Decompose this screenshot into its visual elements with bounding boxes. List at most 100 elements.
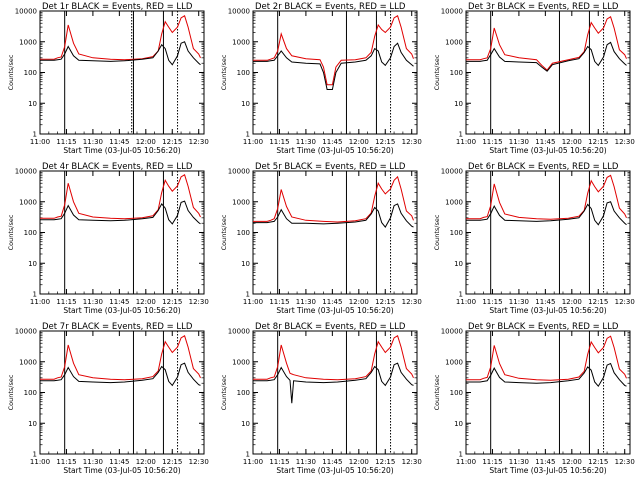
x-tick-label: 11:00 (243, 458, 263, 466)
x-tick-label: 12:15 (375, 138, 395, 146)
plot-title: Det 8r BLACK = Events, RED = LLD (255, 322, 406, 332)
y-tick-label: 100 (24, 229, 37, 237)
y-tick-label: 1 (459, 291, 463, 299)
x-tick-label: 12:30 (189, 138, 209, 146)
x-tick-label: 11:45 (109, 458, 129, 466)
x-tick-label: 11:30 (296, 458, 316, 466)
x-tick-label: 12:00 (136, 298, 156, 306)
x-tick-label: 11:30 (83, 298, 103, 306)
det-6-plot: Det 6r BLACK = Events, RED = LLD 1 10 100 10… (433, 162, 635, 315)
y-tick-label: 10000 (441, 8, 463, 16)
x-tick-label: 11:45 (535, 298, 555, 306)
x-axis-label: Start Time (03-Jul-05 10:56:20) (63, 466, 180, 475)
plot-title: Det 6r BLACK = Events, RED = LLD (468, 162, 619, 172)
series-lld (40, 174, 201, 220)
x-tick-label: 12:00 (136, 458, 156, 466)
y-tick-label: 1 (459, 451, 463, 459)
series-events (253, 203, 414, 228)
series-events (466, 362, 627, 388)
x-tick-label: 11:30 (509, 298, 529, 306)
y-tick-label: 1 (33, 291, 37, 299)
y-axis-label: Counts/sec (433, 214, 441, 250)
y-tick-label: 10000 (15, 8, 37, 16)
x-tick-label: 11:15 (269, 138, 289, 146)
y-tick-label: 10 (28, 260, 37, 268)
series-lld (253, 175, 414, 223)
series-events (466, 201, 627, 226)
x-tick-label: 12:00 (349, 138, 369, 146)
plot-title: Det 3r BLACK = Events, RED = LLD (468, 2, 619, 12)
x-tick-label: 11:15 (56, 458, 76, 466)
x-tick-label: 11:45 (322, 138, 342, 146)
x-tick-label: 12:30 (189, 458, 209, 466)
x-tick-label: 12:00 (562, 458, 582, 466)
x-axis-label: Start Time (03-Jul-05 10:56:20) (63, 306, 180, 315)
det-8-plot: Det 8r BLACK = Events, RED = LLD 1 10 100 10… (220, 322, 422, 475)
x-tick-label: 12:15 (375, 298, 395, 306)
series-lld (466, 16, 627, 71)
x-tick-label: 12:15 (375, 458, 395, 466)
series-lld (253, 335, 414, 381)
series-lld (253, 15, 414, 86)
y-axis-label: Counts/sec (220, 214, 228, 250)
x-tick-label: 11:00 (30, 458, 50, 466)
y-tick-label: 1000 (445, 198, 463, 206)
series-lld (40, 335, 201, 381)
x-tick-label: 12:15 (162, 458, 182, 466)
y-tick-label: 1000 (19, 198, 37, 206)
det-2-plot: Det 2r BLACK = Events, RED = LLD 1 10 100 10… (220, 2, 422, 155)
plot-title: Det 1r BLACK = Events, RED = LLD (42, 2, 193, 12)
y-tick-label: 100 (450, 69, 463, 77)
y-tick-label: 10000 (228, 168, 250, 176)
x-tick-label: 12:15 (588, 458, 608, 466)
x-tick-label: 11:45 (109, 138, 129, 146)
det-7-plot: Det 7r BLACK = Events, RED = LLD 1 10 100 10… (7, 322, 209, 475)
x-tick-label: 12:00 (136, 138, 156, 146)
x-tick-label: 11:15 (482, 458, 502, 466)
y-tick-label: 10 (28, 100, 37, 108)
y-tick-label: 100 (24, 69, 37, 77)
x-tick-label: 12:15 (162, 298, 182, 306)
y-tick-label: 10000 (441, 168, 463, 176)
x-tick-label: 12:30 (402, 138, 422, 146)
y-tick-label: 1000 (232, 358, 250, 366)
x-tick-label: 12:30 (615, 298, 635, 306)
x-tick-label: 11:00 (456, 298, 476, 306)
plot-title: Det 4r BLACK = Events, RED = LLD (42, 162, 193, 172)
plot-title: Det 9r BLACK = Events, RED = LLD (468, 322, 619, 332)
y-tick-label: 1 (246, 131, 250, 139)
y-tick-label: 1000 (232, 38, 250, 46)
x-tick-label: 12:00 (562, 138, 582, 146)
x-tick-label: 11:00 (243, 138, 263, 146)
y-tick-label: 1000 (445, 38, 463, 46)
x-tick-label: 11:00 (243, 298, 263, 306)
x-tick-label: 11:45 (535, 138, 555, 146)
x-tick-label: 11:15 (56, 298, 76, 306)
y-tick-label: 10 (454, 100, 463, 108)
det-1-plot: Det 1r BLACK = Events, RED = LLD 1 10 100 10… (7, 2, 209, 155)
x-axis-label: Start Time (03-Jul-05 10:56:20) (276, 306, 393, 315)
y-tick-label: 100 (450, 389, 463, 397)
y-tick-label: 1 (33, 451, 37, 459)
y-tick-label: 1 (33, 131, 37, 139)
y-axis-label: Counts/sec (7, 54, 15, 90)
series-events (253, 42, 414, 90)
y-axis-label: Counts/sec (7, 374, 15, 410)
series-events (466, 41, 627, 72)
y-axis-label: Counts/sec (220, 54, 228, 90)
y-tick-label: 1 (459, 131, 463, 139)
x-axis-label: Start Time (03-Jul-05 10:56:20) (489, 466, 606, 475)
series-lld (466, 335, 627, 381)
y-tick-label: 1000 (232, 198, 250, 206)
x-axis-label: Start Time (03-Jul-05 10:56:20) (276, 146, 393, 155)
y-tick-label: 10 (454, 420, 463, 428)
x-tick-label: 12:00 (349, 298, 369, 306)
x-tick-label: 12:15 (162, 138, 182, 146)
y-tick-label: 100 (24, 389, 37, 397)
plot-title: Det 5r BLACK = Events, RED = LLD (255, 162, 406, 172)
y-tick-label: 100 (237, 389, 250, 397)
y-tick-label: 100 (237, 69, 250, 77)
y-axis-label: Counts/sec (433, 54, 441, 90)
y-tick-label: 10000 (228, 328, 250, 336)
series-lld (40, 15, 201, 61)
